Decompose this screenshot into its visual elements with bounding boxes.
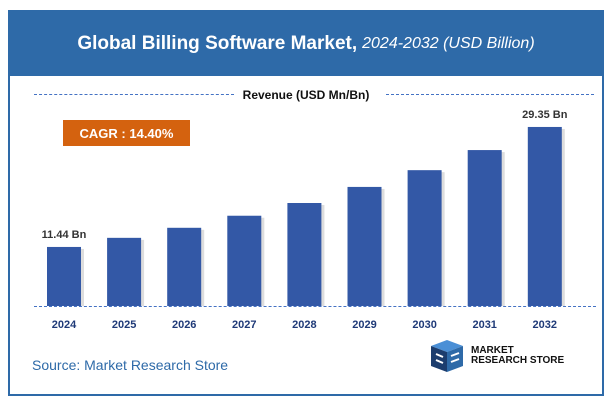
x-tick-label: 2031: [472, 319, 496, 331]
divider-right: [386, 94, 594, 95]
title-sub: 2024-2032 (USD Billion): [362, 35, 535, 52]
x-tick-label: 2025: [112, 319, 136, 331]
logo-cube-icon: [431, 340, 463, 372]
x-tick-label: 2030: [412, 319, 436, 331]
x-tick-label: 2026: [172, 319, 196, 331]
x-tick-label: 2028: [292, 319, 316, 331]
chart-title: Global Billing Software Market, 2024-2032…: [10, 12, 602, 76]
logo: MARKET RESEARCH STORE: [425, 338, 564, 374]
bar-2024: [47, 246, 81, 306]
revenue-label: Revenue (USD Mn/Bn): [10, 88, 602, 102]
x-tick-label: 2027: [232, 319, 256, 331]
logo-line1: MARKET: [471, 345, 514, 356]
bar-2027: [227, 215, 262, 306]
logo-line2: RESEARCH STORE: [471, 355, 565, 366]
x-tick-label: 2029: [352, 319, 376, 331]
title-main: Global Billing Software Market,: [77, 33, 358, 54]
bar-2031: [467, 150, 502, 306]
bar-2030: [407, 170, 442, 306]
x-tick-label: 2024: [52, 319, 77, 331]
data-label: 11.44 Bn: [42, 229, 87, 241]
revenue-label-text: Revenue (USD Mn/Bn): [236, 88, 376, 102]
divider-left: [34, 94, 234, 95]
bar-2025: [107, 237, 142, 306]
bar-2029: [347, 186, 382, 306]
cagr-badge: CAGR : 14.40%: [63, 120, 190, 146]
bar-2032: [527, 126, 562, 306]
data-label: 29.35 Bn: [522, 109, 568, 121]
x-tick-label: 2032: [533, 319, 557, 331]
source-text: Source: Market Research Store: [32, 357, 229, 373]
bar-2028: [287, 203, 322, 306]
baseline: [34, 306, 596, 307]
bar-2026: [167, 227, 202, 306]
